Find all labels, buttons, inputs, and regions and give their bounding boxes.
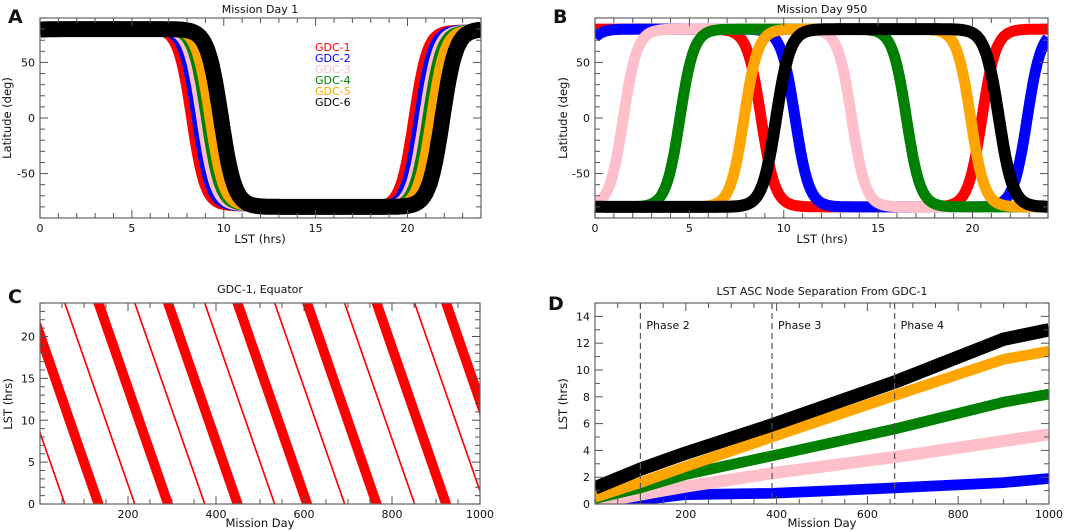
- phase-label: Phase 4: [901, 319, 944, 332]
- x-tick-label: 800: [948, 508, 969, 521]
- x-tick-label: 400: [766, 508, 787, 521]
- crossing-band-wide: [40, 319, 104, 504]
- axis-ticks: [594, 302, 1050, 505]
- x-tick-label: 0: [592, 222, 599, 235]
- y-tick-label: 10: [21, 414, 35, 427]
- y-tick-label: 4: [583, 444, 590, 457]
- panel-b: B Mission Day 950 LST (hrs) Latitude (de…: [553, 3, 1049, 246]
- legend-gdc-5: GDC-5: [315, 85, 351, 98]
- crossing-band-wide: [301, 303, 382, 504]
- x-tick-label: 600: [857, 508, 878, 521]
- x-tick-label: 15: [309, 222, 323, 235]
- y-tick-label: 50: [576, 56, 590, 69]
- y-tick-label: 15: [21, 372, 35, 385]
- legend-gdc-4: GDC-4: [315, 74, 351, 87]
- crossing-band-wide: [440, 303, 480, 417]
- x-tick-label: 800: [382, 508, 403, 521]
- data-marks: [40, 21, 481, 215]
- panel-a-ylabel: Latitude (deg): [0, 77, 14, 159]
- x-tick-label: 15: [871, 222, 885, 235]
- y-tick-label: 0: [583, 112, 590, 125]
- crossing-band-narrow: [203, 303, 276, 504]
- crossing-band-wide: [371, 303, 452, 504]
- y-tick-label: 20: [21, 331, 35, 344]
- y-tick-label: 12: [576, 337, 590, 350]
- phase-label: Phase 2: [646, 319, 689, 332]
- panel-letter-a: A: [8, 6, 23, 28]
- panel-a-plot: 0 5 10 15 20 -50 0 50: [17, 17, 482, 235]
- legend-gdc-1: GDC-1: [315, 41, 351, 54]
- x-tick-label: 400: [206, 508, 227, 521]
- panel-b-plot: 0 5 10 15 20 -50 0 50: [572, 17, 1049, 235]
- y-tick-label: -50: [17, 168, 35, 181]
- data-marks: [40, 303, 480, 504]
- panel-letter-b: B: [553, 6, 567, 28]
- data-marks: [595, 23, 1048, 213]
- crossing-band-wide: [162, 303, 243, 504]
- x-tick-label: 10: [217, 222, 231, 235]
- x-tick-label: 1000: [1035, 508, 1063, 521]
- crossing-band-narrow: [63, 303, 136, 504]
- y-tick-label: 6: [583, 418, 590, 431]
- x-tick-label: 10: [777, 222, 791, 235]
- x-tick-label: 0: [37, 222, 44, 235]
- panel-b-ylabel: Latitude (deg): [556, 77, 570, 159]
- panel-d-plot: Phase 2 Phase 3 Phase 4 200 400 600 800 1000 0 2 4…: [576, 302, 1063, 521]
- series-gdc-5: [595, 345, 1049, 503]
- panel-d-title: LST ASC Node Separation From GDC-1: [717, 285, 928, 298]
- x-tick-label: 20: [966, 222, 980, 235]
- panel-c: C GDC-1, Equator Mission Day LST (hrs) 2…: [1, 283, 494, 530]
- crossing-band-narrow: [40, 430, 66, 504]
- panel-a-xlabel: LST (hrs): [234, 232, 285, 246]
- x-tick-label: 200: [675, 508, 696, 521]
- panel-c-ylabel: LST (hrs): [1, 378, 15, 429]
- y-tick-label: 5: [28, 456, 35, 469]
- crossing-band-narrow: [343, 303, 416, 504]
- crossing-band-wide: [232, 303, 313, 504]
- y-tick-label: 10: [576, 364, 590, 377]
- panel-a-title: Mission Day 1: [222, 3, 298, 16]
- y-tick-label: 0: [583, 498, 590, 511]
- x-tick-label: 5: [128, 222, 135, 235]
- panel-c-title: GDC-1, Equator: [217, 283, 303, 296]
- panel-d-xlabel: Mission Day: [788, 516, 857, 530]
- axis-ticks: [39, 302, 481, 505]
- crossing-band-narrow: [273, 303, 346, 504]
- y-tick-label: 14: [576, 310, 590, 323]
- series-gdc-6: [40, 21, 481, 215]
- panel-b-title: Mission Day 950: [777, 3, 867, 16]
- panel-d-ylabel: LST (hrs): [556, 378, 570, 429]
- panel-c-xlabel: Mission Day: [226, 516, 295, 530]
- panel-c-plot: 200 400 600 800 1000 0 5 10 15 20: [21, 302, 494, 521]
- crossing-band-wide: [93, 303, 174, 504]
- crossing-band-narrow: [133, 303, 206, 504]
- panel-a-legend: GDC-1 GDC-2 GDC-3 GDC-4 GDC-5 GDC-6: [315, 41, 351, 109]
- y-tick-label: 2: [583, 471, 590, 484]
- x-tick-label: 200: [118, 508, 139, 521]
- series-gdc-6: [595, 23, 1048, 213]
- axis-ticks: [594, 17, 1049, 219]
- x-tick-label: 20: [401, 222, 415, 235]
- panel-d: D LST ASC Node Separation From GDC-1 Mis…: [548, 285, 1063, 530]
- panel-a: A Mission Day 1 LST (hrs) Latitude (deg)…: [0, 3, 482, 246]
- legend-gdc-2: GDC-2: [315, 52, 351, 65]
- y-tick-label: -50: [572, 168, 590, 181]
- axis-ticks: [39, 17, 482, 219]
- legend-gdc-6: GDC-6: [315, 96, 351, 109]
- legend-gdc-3: GDC-3: [315, 63, 351, 76]
- data-marks: [595, 323, 1049, 504]
- crossing-band-narrow: [413, 303, 480, 494]
- y-tick-label: 0: [28, 112, 35, 125]
- x-tick-label: 5: [686, 222, 693, 235]
- panel-letter-c: C: [8, 286, 22, 308]
- y-tick-label: 8: [583, 391, 590, 404]
- y-tick-label: 0: [28, 498, 35, 511]
- panel-letter-d: D: [548, 293, 564, 315]
- y-tick-label: 50: [21, 56, 35, 69]
- phase-label: Phase 3: [778, 319, 821, 332]
- x-tick-label: 1000: [466, 508, 494, 521]
- x-tick-label: 600: [294, 508, 315, 521]
- panel-b-xlabel: LST (hrs): [796, 232, 847, 246]
